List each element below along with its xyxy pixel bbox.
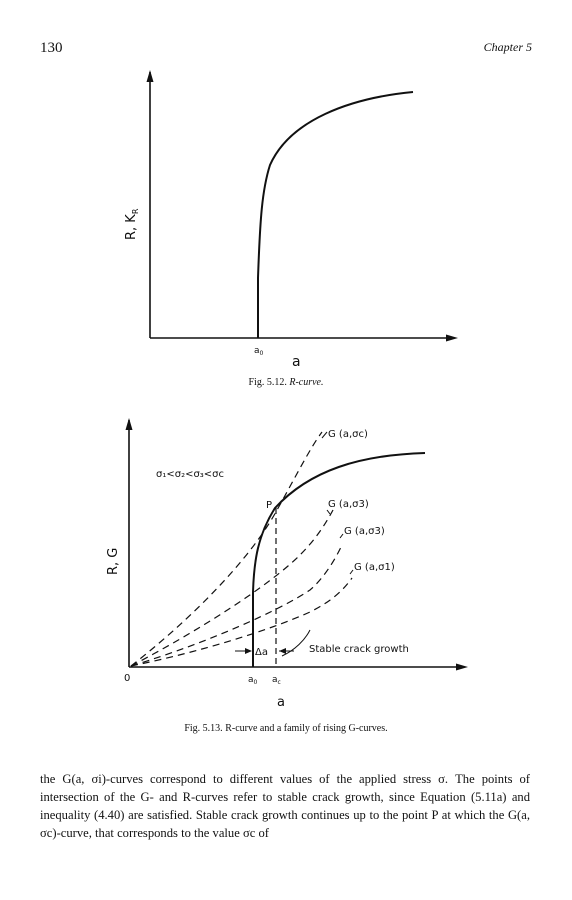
- fig512-y-axis-arrow: [146, 70, 154, 82]
- figure-5-13: R, G σ₁<σ₂<σ₃<σc P G (a,σc) G (a,σ3) G (…: [106, 418, 468, 710]
- fig513-stable-growth-label: Stable crack growth: [309, 644, 409, 655]
- fig512-a0-tick-label: a0: [254, 346, 264, 357]
- fig512-caption-label: Fig. 5.12.: [248, 377, 287, 388]
- fig513-point-p-label: P: [266, 500, 272, 511]
- fig513-caption: Fig. 5.13. R-curve and a family of risin…: [0, 723, 572, 734]
- fig513-y-axis-arrow: [125, 418, 133, 430]
- body-text: the G(a, σi)-curves correspond to differ…: [40, 770, 530, 842]
- page-number: 130: [40, 40, 63, 56]
- fig513-leader-sigma-c: [321, 431, 328, 439]
- fig513-delta-a-arrowhead-left: [245, 648, 252, 654]
- fig513-x-axis-arrow: [456, 663, 468, 671]
- fig513-g-curve-sigma-c: [130, 431, 323, 667]
- fig512-y-axis-label: R, KR: [124, 208, 140, 240]
- fig513-label-sigma-3-upper: G (a,σ3): [328, 499, 369, 510]
- fig513-x-axis-label: a: [277, 695, 285, 710]
- body-paragraph: the G(a, σi)-curves correspond to differ…: [40, 772, 530, 840]
- fig512-r-curve: [257, 91, 414, 338]
- fig513-r-curve: [252, 452, 426, 667]
- fig513-leader-stable: [281, 629, 311, 657]
- fig513-y-axis-label: R, G: [106, 548, 121, 575]
- fig513-leader-sigma-1: [349, 569, 354, 575]
- fig513-a0-tick-label: a0: [248, 675, 258, 686]
- fig513-g-curve-sigma-1: [130, 577, 353, 667]
- fig512-x-axis-arrow: [446, 334, 458, 342]
- fig513-g-curve-sigma-3-upper: [130, 509, 334, 667]
- fig513-label-sigma-3-lower: G (a,σ3): [344, 526, 385, 537]
- fig512-caption-text: R-curve.: [289, 377, 324, 388]
- fig513-label-sigma-c: G (a,σc): [328, 429, 368, 440]
- fig513-stress-ordering: σ₁<σ₂<σ₃<σc: [156, 469, 224, 480]
- chapter-title: Chapter 5: [483, 40, 532, 54]
- fig512-caption: Fig. 5.12. R-curve.: [0, 377, 572, 388]
- fig513-ac-tick-label: ac: [272, 675, 281, 686]
- figure-5-12: R, KR a0 a: [124, 70, 458, 370]
- fig513-delta-a-label: Δa: [255, 647, 268, 658]
- fig513-label-sigma-1: G (a,σ1): [354, 562, 395, 573]
- fig513-origin-label: 0: [124, 673, 130, 684]
- fig513-leader-sigma-3-lower: [339, 533, 344, 539]
- page-header: 130 Chapter 5: [40, 40, 532, 60]
- fig513-caption-label: Fig. 5.13.: [184, 723, 223, 734]
- fig512-x-axis-label: a: [292, 354, 301, 370]
- fig513-leader-sigma-3-upper: [326, 509, 331, 515]
- fig513-caption-text: R-curve and a family of rising G-curves.: [225, 723, 388, 734]
- fig513-delta-a-arrowhead-right: [279, 648, 286, 654]
